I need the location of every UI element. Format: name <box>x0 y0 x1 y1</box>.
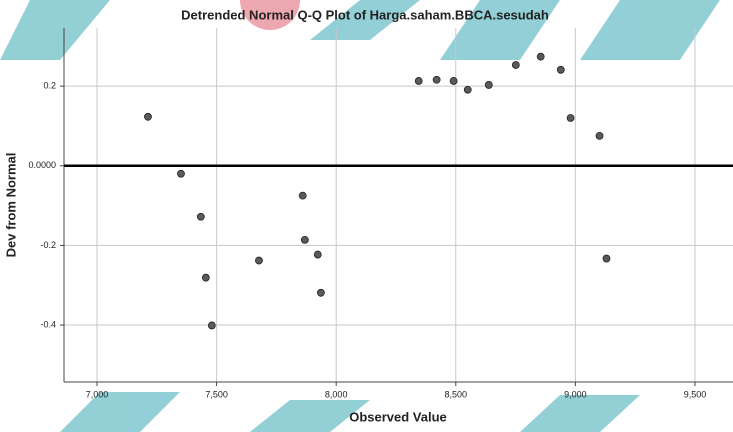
point <box>207 321 216 330</box>
point <box>566 114 575 122</box>
point <box>511 61 520 69</box>
point <box>201 273 210 282</box>
x-tick-label: 7,500 <box>205 389 228 399</box>
x-tick-label: 8,500 <box>445 389 468 399</box>
y-tick-label: -0.4 <box>40 319 56 329</box>
point <box>300 235 309 244</box>
y-tick-label: 0.0000 <box>28 160 56 170</box>
point <box>316 288 325 297</box>
x-tick-label: 7,000 <box>86 389 109 399</box>
point <box>313 250 322 259</box>
x-axis-label: Observed Value <box>349 409 447 424</box>
x-tick-label: 9,500 <box>684 389 707 399</box>
x-tick-label: 9,000 <box>564 389 587 399</box>
point <box>177 169 185 178</box>
point <box>595 132 604 140</box>
point <box>463 85 472 94</box>
point <box>298 191 307 200</box>
y-tick-label: 0.2 <box>43 81 56 91</box>
point <box>414 77 423 85</box>
point <box>196 212 205 221</box>
point <box>449 77 458 85</box>
point <box>432 75 441 84</box>
point <box>255 256 263 265</box>
point <box>484 81 493 89</box>
y-axis-label: Dev from Normal <box>3 153 18 258</box>
point <box>602 254 611 263</box>
chart-title: Detrended Normal Q-Q Plot of Harga.saham… <box>181 7 549 22</box>
point <box>144 112 152 121</box>
point <box>536 52 545 61</box>
y-tick-label: -0.2 <box>40 240 56 250</box>
x-tick-label: 8,000 <box>325 389 348 399</box>
point <box>556 65 565 74</box>
